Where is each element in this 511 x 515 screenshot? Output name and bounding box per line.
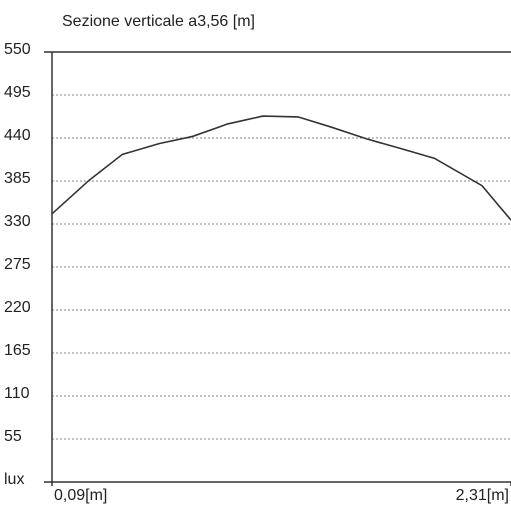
y-tick-label: 330: [4, 213, 31, 230]
y-tick-label: 495: [4, 84, 31, 101]
x-tick-label: 0,09[m]: [54, 487, 107, 504]
y-tick-label: 55: [4, 428, 22, 445]
y-tick-label: lux: [4, 471, 24, 488]
y-tick-label: 220: [4, 299, 31, 316]
y-tick-label: 440: [4, 127, 31, 144]
chart-title: Sezione verticale a3,56 [m]: [62, 13, 255, 30]
y-tick-label: 385: [4, 170, 31, 187]
y-tick-label: 550: [4, 41, 31, 58]
data-line: [51, 115, 511, 221]
y-tick-label: 165: [4, 342, 31, 359]
x-tick-label: 2,31[m]: [456, 487, 509, 504]
y-tick-label: 275: [4, 256, 31, 273]
y-tick-label: 110: [4, 385, 30, 402]
